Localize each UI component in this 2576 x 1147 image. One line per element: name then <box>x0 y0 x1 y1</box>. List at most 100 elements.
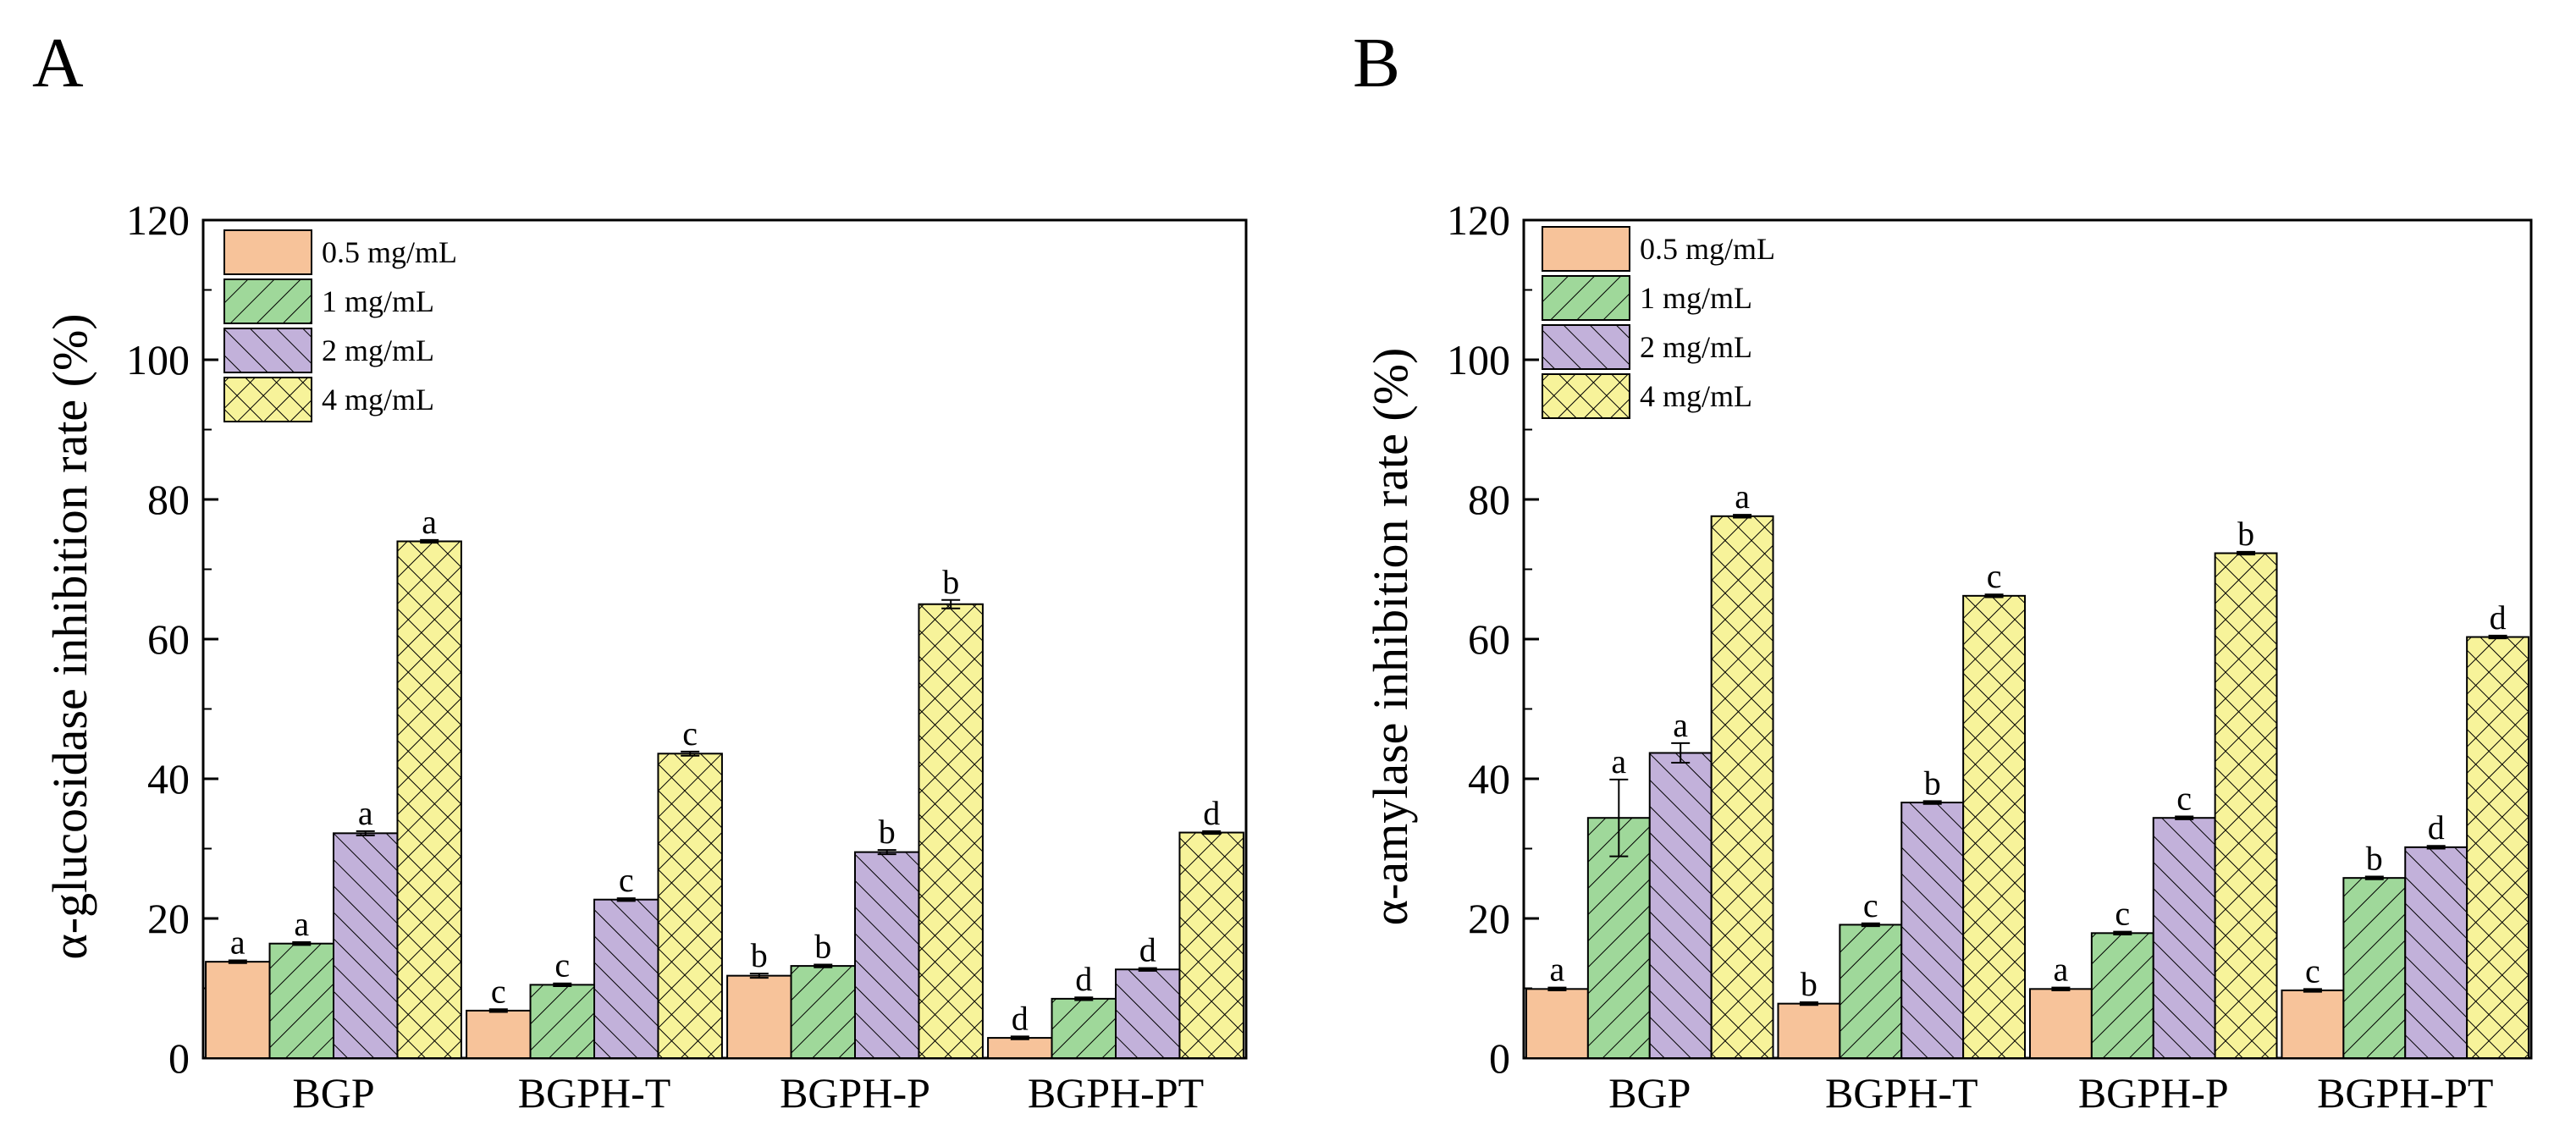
significance-letter-b-0-2: a <box>1673 706 1688 744</box>
y-tick-label-b-6: 120 <box>1447 196 1510 244</box>
significance-letter-b-1-0: b <box>1801 965 1818 1003</box>
plot-area-b: 0 20 40 60 80 100 120 BGP a a a a BGPH-T b c b c BGPH-P a c… <box>1447 196 2530 1117</box>
legend-label-b-3: 4 mg/mL <box>1640 379 1752 413</box>
significance-letter-b-3-1: b <box>2366 840 2383 878</box>
bar-a-0-0 <box>205 961 271 1060</box>
significance-letter-b-3-3: d <box>2490 598 2507 637</box>
significance-letter-a-0-2: a <box>358 794 373 832</box>
legend-b: 0.5 mg/mL 1 mg/mL 2 mg/mL 4 mg/mL <box>1542 226 1775 419</box>
significance-letter-a-2-2: b <box>879 813 896 851</box>
significance-letter-a-2-1: b <box>814 927 831 965</box>
y-tick-label-a-6: 120 <box>126 196 190 244</box>
significance-letter-b-3-0: c <box>2305 951 2320 990</box>
legend-label-a-2: 2 mg/mL <box>322 334 434 367</box>
x-tick-label-b-3: BGPH-PT <box>2317 1069 2493 1117</box>
bar-hatch-a-0-2 <box>334 833 398 1058</box>
significance-letter-a-2-0: b <box>751 936 768 974</box>
y-tick-label-b-3: 60 <box>1468 615 1510 663</box>
bar-hatch-b-2-1 <box>2091 933 2154 1058</box>
chart-panel-b: B α-amylase inhibition rate (%) 0 20 40 60 8… <box>1353 24 2533 1117</box>
x-tick-label-b-2: BGPH-P <box>2078 1069 2229 1117</box>
significance-letter-a-0-1: a <box>294 905 309 943</box>
significance-letter-b-2-0: a <box>2054 951 2069 989</box>
bar-hatch-a-3-1 <box>1051 998 1116 1058</box>
significance-letter-a-1-0: c <box>491 972 506 1010</box>
bar-hatch-b-2-3 <box>2215 553 2277 1058</box>
x-tick-label-a-0: BGP <box>292 1069 374 1117</box>
bar-b-2-0 <box>2028 988 2093 1059</box>
legend-swatch-a-0 <box>223 229 312 275</box>
bar-hatch-a-3-3 <box>1179 832 1244 1058</box>
bar-hatch-a-1-1 <box>530 984 594 1058</box>
y-tick-label-a-3: 60 <box>147 615 190 663</box>
legend-label-b-2: 2 mg/mL <box>1640 330 1752 364</box>
significance-letter-a-3-3: d <box>1203 794 1220 832</box>
y-tick-label-a-1: 20 <box>147 895 190 942</box>
bar-b-3-0 <box>2281 989 2345 1059</box>
bar-hatch-a-2-3 <box>918 604 983 1058</box>
significance-letter-a-2-3: b <box>942 563 959 601</box>
bar-hatch-b-1-3 <box>1963 595 2026 1058</box>
significance-letter-b-0-1: a <box>1611 742 1626 780</box>
legend-label-a-1: 1 mg/mL <box>322 284 434 318</box>
y-axis-label-a: α-glucosidase inhibition rate (%) <box>42 313 97 959</box>
y-tick-label-b-5: 100 <box>1447 336 1510 383</box>
bar-hatch-b-3-2 <box>2405 846 2468 1058</box>
y-tick-label-b-2: 40 <box>1468 755 1510 802</box>
bar-hatch-b-0-2 <box>1649 753 1712 1058</box>
significance-letter-b-0-0: a <box>1550 951 1565 989</box>
significance-letter-b-1-2: b <box>1924 764 1941 802</box>
bar-a-1-0 <box>466 1009 532 1060</box>
y-tick-label-a-0: 0 <box>168 1034 190 1082</box>
x-tick-label-a-1: BGPH-T <box>518 1069 671 1117</box>
significance-letter-b-0-3: a <box>1735 477 1750 516</box>
significance-letter-a-1-1: c <box>554 946 570 984</box>
bar-hatch-b-2-2 <box>2153 818 2215 1058</box>
chart-panel-a: A α-glucosidase inhibition rate (%) 0 20 4… <box>32 24 1248 1117</box>
significance-letter-b-2-3: b <box>2237 515 2254 553</box>
legend-swatch-b-0 <box>1542 226 1630 272</box>
y-axis-label-b: α-amylase inhibition rate (%) <box>1363 348 1418 926</box>
y-tick-label-b-1: 20 <box>1468 895 1510 942</box>
bar-a-3-0 <box>987 1037 1053 1059</box>
significance-letter-b-2-1: c <box>2115 895 2130 933</box>
x-tick-label-b-1: BGPH-T <box>1825 1069 1978 1117</box>
x-tick-label-a-2: BGPH-P <box>780 1069 930 1117</box>
bar-hatch-b-1-1 <box>1840 924 1902 1058</box>
significance-letter-a-3-1: d <box>1075 960 1092 998</box>
significance-letter-a-1-3: c <box>682 714 698 753</box>
significance-letter-b-2-2: c <box>2176 780 2192 818</box>
bar-hatch-a-0-1 <box>269 943 334 1058</box>
significance-letter-a-0-0: a <box>230 924 245 962</box>
bar-hatch-a-1-2 <box>594 899 659 1058</box>
legend-label-b-0: 0.5 mg/mL <box>1640 232 1775 266</box>
legend-label-a-0: 0.5 mg/mL <box>322 235 457 269</box>
significance-letter-b-1-3: c <box>1987 557 2002 595</box>
bar-hatch-a-1-3 <box>658 753 722 1058</box>
y-tick-label-b-0: 0 <box>1489 1034 1510 1082</box>
bar-b-0-0 <box>1525 988 1589 1059</box>
significance-letter-a-1-2: c <box>619 861 634 899</box>
significance-letter-a-3-2: d <box>1139 931 1156 969</box>
y-tick-label-a-5: 100 <box>126 336 190 383</box>
panel-label-a: A <box>32 24 84 102</box>
bar-hatch-b-0-1 <box>1587 818 1650 1058</box>
significance-letter-a-3-0: d <box>1012 999 1029 1037</box>
bar-a-2-0 <box>726 974 792 1060</box>
bar-hatch-a-3-2 <box>1116 969 1180 1058</box>
bar-hatch-b-0-3 <box>1711 516 1773 1058</box>
bar-hatch-b-3-1 <box>2343 878 2406 1058</box>
y-tick-label-b-4: 80 <box>1468 476 1510 523</box>
bar-hatch-a-0-3 <box>397 541 461 1058</box>
bar-hatch-b-3-3 <box>2467 637 2529 1058</box>
legend-a: 0.5 mg/mL 1 mg/mL 2 mg/mL 4 mg/mL <box>223 229 457 422</box>
panel-label-b: B <box>1353 24 1400 102</box>
y-tick-label-a-4: 80 <box>147 476 190 523</box>
legend-label-a-3: 4 mg/mL <box>322 383 434 416</box>
plot-area-a: 0 20 40 60 80 100 120 BGP a a a a BGPH-T c c c c BGPH-P b b… <box>126 196 1244 1117</box>
bar-hatch-a-2-2 <box>855 852 919 1058</box>
bar-b-1-0 <box>1777 1002 1841 1060</box>
significance-letter-a-0-3: a <box>422 503 437 541</box>
legend-label-b-1: 1 mg/mL <box>1640 281 1752 315</box>
